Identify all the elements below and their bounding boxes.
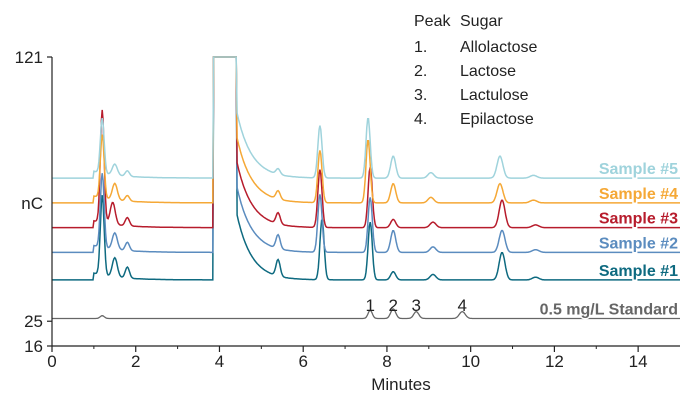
x-tick-label: 10 xyxy=(461,352,480,371)
legend-entry-name: Allolactose xyxy=(460,39,537,56)
peak-number-label: 1 xyxy=(365,296,374,315)
x-tick-label: 8 xyxy=(382,352,391,371)
series-label: 0.5 mg/L Standard xyxy=(540,301,678,318)
x-tick-label: 12 xyxy=(545,352,564,371)
legend-entry-number: 1. xyxy=(414,39,427,56)
series-label: Sample #4 xyxy=(599,186,678,203)
series-label: Sample #3 xyxy=(599,211,678,228)
peak-number-label: 3 xyxy=(412,296,421,315)
y-tick-label: 16 xyxy=(24,337,43,356)
series-trace xyxy=(52,56,680,281)
series-label: Sample #5 xyxy=(599,161,678,178)
peak-number-label: 4 xyxy=(458,296,467,315)
legend-entry-name: Lactose xyxy=(460,63,516,80)
peak-number-label: 2 xyxy=(388,296,397,315)
legend-header-sugar: Sugar xyxy=(460,13,503,30)
series-trace xyxy=(52,56,680,179)
x-tick-label: 2 xyxy=(131,352,140,371)
series-trace xyxy=(52,56,680,204)
x-tick-label: 14 xyxy=(629,352,648,371)
legend-entry-number: 2. xyxy=(414,63,427,80)
y-axis-title: nC xyxy=(21,194,43,213)
series-trace xyxy=(52,56,680,254)
x-tick-label: 0 xyxy=(47,352,56,371)
x-tick-label: 6 xyxy=(298,352,307,371)
x-tick-label: 4 xyxy=(215,352,224,371)
series-trace xyxy=(52,308,680,320)
y-tick-label: 25 xyxy=(24,312,43,331)
y-tick-label: 121 xyxy=(15,48,43,67)
legend-entry-number: 4. xyxy=(414,111,427,128)
legend-entry-name: Epilactose xyxy=(460,111,534,128)
x-axis-title: Minutes xyxy=(371,375,431,393)
series-trace xyxy=(52,56,680,229)
axes-group xyxy=(47,56,680,352)
legend-header-peak: Peak xyxy=(414,13,451,30)
legend-entry-name: Lactulose xyxy=(460,87,529,104)
traces-group xyxy=(52,56,680,320)
series-label: Sample #1 xyxy=(599,263,678,280)
series-label: Sample #2 xyxy=(599,235,678,252)
legend-entry-number: 3. xyxy=(414,87,427,104)
